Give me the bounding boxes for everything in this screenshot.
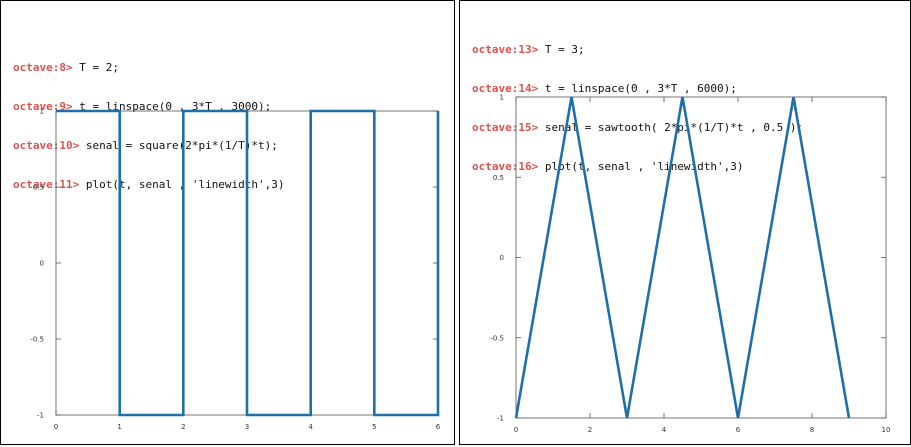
- right-console: octave:13> T = 3; octave:14> t = linspac…: [472, 17, 803, 199]
- x-tick-label: 5: [372, 423, 376, 431]
- console-command: plot(t, senal , 'linewidth',3): [544, 160, 744, 173]
- x-tick-label: 2: [588, 426, 592, 434]
- x-tick-label: 0: [514, 426, 518, 434]
- console-command: plot(t, senal , 'linewidth',3): [85, 178, 285, 191]
- console-command: t = linspace(0 , 3*T , 6000);: [544, 82, 737, 95]
- left-console: octave:8> T = 2; octave:9> t = linspace(…: [13, 35, 285, 217]
- console-line: octave:16> plot(t, senal , 'linewidth',3…: [472, 160, 803, 173]
- x-tick-label: 4: [308, 423, 313, 431]
- triangle-wave-chart: 0 2 4 6 8 10 1 0.5 0 -0.5 -1: [490, 94, 891, 435]
- x-tick-label: 0: [54, 423, 58, 431]
- console-command: senal = square(2*pi*(1/T)*t);: [85, 139, 278, 152]
- console-command: T = 2;: [79, 61, 119, 74]
- console-prompt: octave:11>: [13, 178, 80, 191]
- console-line: octave:10> senal = square(2*pi*(1/T)*t);: [13, 139, 285, 152]
- x-tick-label: 4: [662, 426, 667, 434]
- x-tick-label: 8: [810, 426, 814, 434]
- y-tick-label: 0: [500, 254, 504, 262]
- console-line: octave:8> T = 2;: [13, 61, 285, 74]
- console-prompt: octave:13>: [472, 43, 539, 56]
- x-tick-label: 6: [436, 423, 441, 431]
- y-tick-label: -0.5: [490, 334, 504, 342]
- y-tick-label: 1: [500, 94, 504, 102]
- console-line: octave:13> T = 3;: [472, 43, 803, 56]
- y-tick-label: 0.5: [33, 184, 44, 192]
- console-line: octave:11> plot(t, senal , 'linewidth',3…: [13, 178, 285, 191]
- square-wave-chart: 0 1 2 3 4 5 6 1 0.5 0 -0.5 -1: [30, 108, 441, 432]
- y-tick-label: -0.5: [30, 336, 44, 344]
- x-tick-label: 10: [882, 426, 891, 434]
- y-tick-label: -1: [37, 412, 44, 420]
- console-command: senal = sawtooth( 2*pi*(1/T)*t , 0.5 );: [544, 121, 804, 134]
- y-tick-label: 0.5: [493, 174, 504, 182]
- series-line: [514, 96, 851, 419]
- axes-box: [515, 96, 887, 419]
- x-tick-label: 2: [181, 423, 185, 431]
- console-line: octave:15> senal = sawtooth( 2*pi*(1/T)*…: [472, 121, 803, 134]
- console-prompt: octave:15>: [472, 121, 539, 134]
- console-prompt: octave:10>: [13, 139, 80, 152]
- right-plot-window: octave:13> T = 3; octave:14> t = linspac…: [459, 0, 911, 445]
- console-prompt: octave:14>: [472, 82, 539, 95]
- console-prompt: octave:16>: [472, 160, 539, 173]
- left-plot-window: octave:8> T = 2; octave:9> t = linspace(…: [0, 0, 455, 445]
- console-prompt: octave:8>: [13, 61, 73, 74]
- x-tick-label: 3: [245, 423, 249, 431]
- y-tick-label: 1: [40, 108, 44, 116]
- series-line: [56, 109, 440, 417]
- x-tick-label: 6: [736, 426, 741, 434]
- console-line: octave:14> t = linspace(0 , 3*T , 6000);: [472, 82, 803, 95]
- y-tick-label: 0: [40, 260, 44, 268]
- y-tick-label: -1: [497, 415, 504, 423]
- console-command: T = 3;: [544, 43, 585, 56]
- x-tick-label: 1: [117, 423, 121, 431]
